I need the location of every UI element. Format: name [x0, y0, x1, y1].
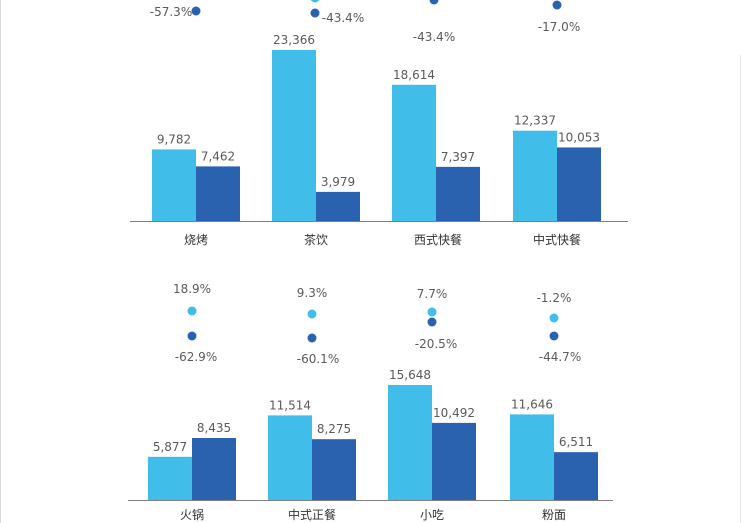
value-label: 10,492	[433, 406, 475, 420]
value-label: 8,275	[317, 422, 351, 436]
growth-dot-dark	[552, 0, 562, 10]
growth-label: -17.0%	[538, 20, 580, 34]
bar-dark	[554, 452, 598, 500]
bar-dark	[192, 438, 236, 500]
value-label: 3,979	[321, 175, 355, 189]
growth-label: -43.4%	[322, 11, 364, 25]
value-label: 12,337	[514, 114, 556, 128]
bar-dark	[196, 166, 240, 221]
growth-dot-dark	[307, 333, 317, 343]
growth-dot-light	[427, 307, 437, 317]
bar-dark	[312, 439, 356, 500]
value-label: 18,614	[393, 68, 435, 82]
growth-label: -20.5%	[415, 337, 457, 351]
category-label: 西式快餐	[414, 232, 462, 247]
growth-dot-dark	[310, 8, 320, 18]
bar-light	[513, 130, 557, 221]
bar-light	[268, 415, 312, 500]
growth-dot-dark	[429, 0, 439, 5]
category-label: 粉面	[542, 508, 566, 522]
bar-dark	[316, 191, 360, 221]
value-label: 11,514	[269, 398, 311, 412]
bar-light	[388, 385, 432, 500]
growth-dot-dark	[187, 331, 197, 341]
growth-dot-dark	[191, 6, 201, 16]
bar-dark	[432, 422, 476, 500]
bar-light	[148, 456, 192, 500]
growth-label: 7.7%	[417, 287, 448, 301]
bar-dark	[436, 166, 480, 221]
growth-dot-light	[310, 0, 320, 3]
right-border	[740, 55, 741, 523]
growth-label: -57.3%	[150, 5, 192, 19]
category-label: 火锅	[180, 507, 204, 522]
growth-dot-light	[187, 306, 197, 316]
bar-light	[392, 84, 436, 221]
category-label: 茶饮	[304, 232, 328, 247]
value-label: 11,646	[511, 397, 553, 411]
growth-label: 18.9%	[173, 282, 211, 296]
value-label: 7,397	[441, 150, 475, 164]
bar-light	[152, 149, 196, 221]
growth-label: 9.3%	[297, 286, 328, 300]
growth-dot-light	[549, 313, 559, 323]
value-label: 23,366	[273, 33, 315, 47]
value-label: 15,648	[389, 368, 431, 382]
growth-dot-light	[307, 309, 317, 319]
value-label: 10,053	[558, 130, 600, 144]
value-label: 7,462	[201, 149, 235, 163]
growth-dot-dark	[427, 317, 437, 327]
growth-label: -1.2%	[537, 291, 572, 305]
bar-light	[510, 414, 554, 500]
category-label: 中式快餐	[533, 232, 581, 247]
growth-label: -43.4%	[413, 30, 455, 44]
growth-label: -60.1%	[297, 352, 339, 366]
value-label: 5,877	[153, 440, 187, 454]
value-label: 9,782	[157, 132, 191, 146]
value-label: 6,511	[559, 435, 593, 449]
bar-light	[272, 50, 316, 221]
category-label: 小吃	[420, 508, 444, 522]
value-label: 8,435	[197, 421, 231, 435]
growth-dot-dark	[549, 331, 559, 341]
bar-dark	[557, 147, 601, 221]
category-label: 中式正餐	[288, 507, 336, 522]
growth-label: -62.9%	[175, 350, 217, 364]
category-label: 烧烤	[184, 232, 208, 247]
growth-label: -44.7%	[539, 350, 581, 364]
left-border	[0, 0, 1, 523]
